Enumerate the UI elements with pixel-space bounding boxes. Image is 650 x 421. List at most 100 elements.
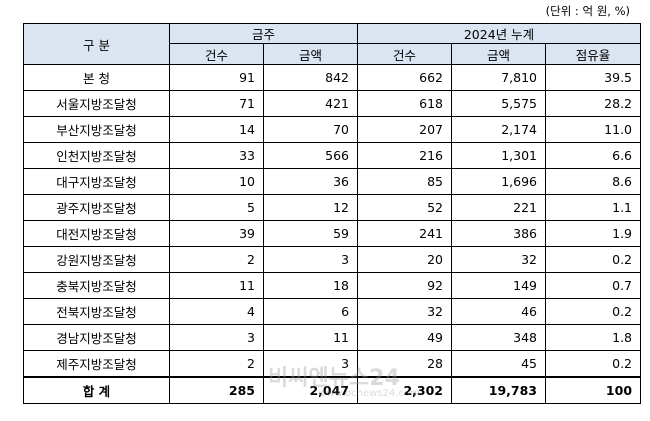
weekly-count: 5: [169, 194, 264, 221]
row-name: 충북지방조달청: [23, 272, 170, 299]
weekly-amount: 70: [262, 116, 359, 143]
table-row: 경남지방조달청 3 11 49 348 1.8: [23, 324, 642, 351]
row-name: 강원지방조달청: [23, 246, 170, 273]
table-row: 강원지방조달청 2 3 20 32 0.2: [23, 246, 642, 273]
weekly-count: 3: [169, 324, 264, 351]
row-name: 전북지방조달청: [23, 298, 170, 325]
cumulative-amount: 1,301: [451, 142, 547, 169]
weekly-amount: 11: [262, 324, 359, 351]
row-name: 서울지방조달청: [23, 90, 170, 117]
share-value: 1.1: [545, 194, 642, 221]
weekly-amount: 6: [262, 298, 359, 325]
weekly-amount: 842: [262, 64, 359, 91]
share-value: 11.0: [545, 116, 642, 143]
weekly-amount: 421: [262, 90, 359, 117]
header-weekly-count: 건수: [169, 43, 264, 65]
summary-table: 구 분 금주 2024년 누계 건수 금액 건수 금액 점유율 본 청 91 8…: [23, 23, 642, 404]
cumulative-amount: 46: [451, 298, 547, 325]
table-row: 충북지방조달청 11 18 92 149 0.7: [23, 272, 642, 299]
cumulative-amount: 221: [451, 194, 547, 221]
weekly-count: 4: [169, 298, 264, 325]
cumulative-count: 85: [357, 168, 453, 195]
table-row: 인천지방조달청 33 566 216 1,301 6.6: [23, 142, 642, 169]
weekly-count: 2: [169, 350, 264, 378]
cumulative-amount: 5,575: [451, 90, 547, 117]
share-value: 39.5: [545, 64, 642, 91]
header-weekly-amount: 금액: [262, 43, 359, 65]
cumulative-count: 662: [357, 64, 453, 91]
cumulative-amount: 2,174: [451, 116, 547, 143]
share-value: 1.8: [545, 324, 642, 351]
weekly-count: 11: [169, 272, 264, 299]
row-name: 대전지방조달청: [23, 220, 170, 247]
cumulative-amount: 348: [451, 324, 547, 351]
row-name: 광주지방조달청: [23, 194, 170, 221]
total-cumulative-count: 2,302: [357, 376, 453, 404]
table-row: 대구지방조달청 10 36 85 1,696 8.6: [23, 168, 642, 195]
cumulative-amount: 149: [451, 272, 547, 299]
cumulative-amount: 7,810: [451, 64, 547, 91]
watermark-url: www.bcnews24.com: [318, 388, 420, 399]
row-name: 인천지방조달청: [23, 142, 170, 169]
header-group-weekly: 금주: [168, 23, 359, 44]
unit-note: (단위 : 억 원, %): [545, 4, 630, 18]
total-weekly-amount: 2,047: [262, 376, 359, 404]
table-row: 제주지방조달청 2 3 28 45 0.2: [23, 350, 642, 378]
weekly-count: 39: [169, 220, 264, 247]
weekly-count: 91: [169, 64, 264, 91]
share-value: 0.7: [545, 272, 642, 299]
total-label: 합 계: [23, 376, 170, 404]
header-cumulative-count: 건수: [357, 43, 453, 65]
weekly-amount: 59: [262, 220, 359, 247]
cumulative-count: 241: [357, 220, 453, 247]
weekly-count: 14: [169, 116, 264, 143]
row-name: 제주지방조달청: [23, 350, 170, 378]
share-value: 0.2: [545, 350, 642, 378]
row-name: 대구지방조달청: [23, 168, 170, 195]
weekly-amount: 3: [262, 246, 359, 273]
cumulative-amount: 32: [451, 246, 547, 273]
cumulative-amount: 45: [451, 350, 547, 378]
total-cumulative-amount: 19,783: [451, 376, 547, 404]
weekly-count: 10: [169, 168, 264, 195]
table-row: 대전지방조달청 39 59 241 386 1.9: [23, 220, 642, 247]
table-row: 부산지방조달청 14 70 207 2,174 11.0: [23, 116, 642, 143]
table-row: 광주지방조달청 5 12 52 221 1.1: [23, 194, 642, 221]
cumulative-amount: 386: [451, 220, 547, 247]
weekly-count: 33: [169, 142, 264, 169]
weekly-amount: 18: [262, 272, 359, 299]
weekly-amount: 36: [262, 168, 359, 195]
header-cumulative-amount: 금액: [451, 43, 547, 65]
cumulative-count: 20: [357, 246, 453, 273]
share-value: 0.2: [545, 298, 642, 325]
row-name: 경남지방조달청: [23, 324, 170, 351]
weekly-amount: 3: [262, 350, 359, 378]
table-row: 서울지방조달청 71 421 618 5,575 28.2: [23, 90, 642, 117]
cumulative-count: 52: [357, 194, 453, 221]
weekly-count: 71: [169, 90, 264, 117]
cumulative-count: 92: [357, 272, 453, 299]
header-category: 구 분: [23, 23, 170, 65]
watermark: 비씨엔뉴스24: [268, 366, 400, 391]
header-share: 점유율: [545, 43, 642, 65]
total-row: 합 계 285 2,047 2,302 19,783 100: [23, 376, 642, 404]
share-value: 0.2: [545, 246, 642, 273]
row-name: 부산지방조달청: [23, 116, 170, 143]
cumulative-count: 32: [357, 298, 453, 325]
share-value: 8.6: [545, 168, 642, 195]
table-row: 본 청 91 842 662 7,810 39.5: [23, 64, 642, 91]
cumulative-count: 49: [357, 324, 453, 351]
cumulative-count: 618: [357, 90, 453, 117]
table-row: 전북지방조달청 4 6 32 46 0.2: [23, 298, 642, 325]
total-share: 100: [545, 376, 642, 404]
header-group-cumulative: 2024년 누계: [357, 23, 642, 44]
cumulative-count: 207: [357, 116, 453, 143]
weekly-amount: 12: [262, 194, 359, 221]
share-value: 28.2: [545, 90, 642, 117]
share-value: 1.9: [545, 220, 642, 247]
cumulative-amount: 1,696: [451, 168, 547, 195]
share-value: 6.6: [545, 142, 642, 169]
total-weekly-count: 285: [169, 376, 264, 404]
weekly-amount: 566: [262, 142, 359, 169]
weekly-count: 2: [169, 246, 264, 273]
